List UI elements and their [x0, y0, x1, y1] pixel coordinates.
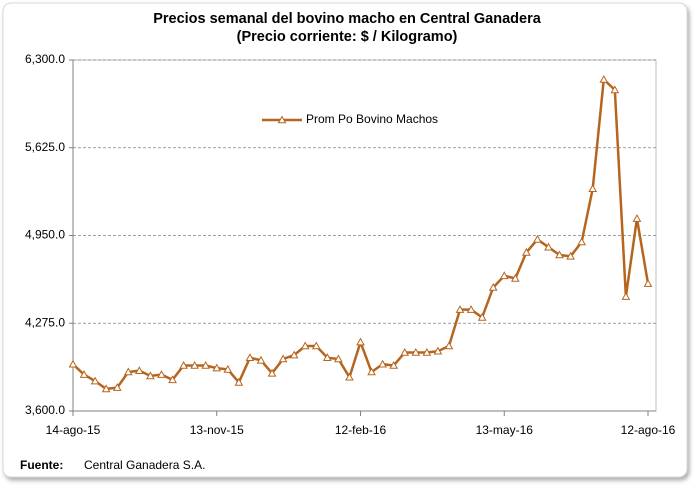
- point-marker: [267, 368, 277, 377]
- point-marker: [544, 242, 553, 251]
- point-marker: [588, 184, 598, 192]
- point-marker: [433, 346, 443, 355]
- chart-frame: [2, 2, 688, 478]
- x-tick-label: 13-may-16: [476, 423, 534, 437]
- point-marker: [112, 383, 122, 391]
- point-marker: [533, 234, 542, 243]
- point-marker: [90, 376, 100, 385]
- legend-marker: [277, 115, 287, 124]
- point-marker: [278, 354, 288, 363]
- point-marker: [168, 375, 177, 384]
- point-marker: [356, 337, 365, 346]
- point-marker: [477, 312, 487, 321]
- point-marker: [134, 366, 144, 374]
- point-marker: [632, 214, 642, 222]
- point-marker: [334, 354, 343, 363]
- y-tick-label: 4,950.0: [25, 228, 65, 242]
- point-marker: [621, 292, 631, 300]
- x-tick-label: 12-feb-16: [335, 423, 387, 437]
- point-marker: [300, 341, 310, 350]
- point-marker: [345, 372, 354, 381]
- point-marker: [444, 341, 454, 350]
- point-marker: [311, 341, 321, 350]
- x-tick-label: 13-nov-15: [190, 423, 244, 437]
- point-marker: [212, 363, 222, 372]
- y-tick-label: 5,625.0: [25, 140, 65, 154]
- source-label: Fuente:: [20, 458, 63, 472]
- point-marker: [555, 250, 564, 259]
- point-marker: [201, 360, 211, 369]
- point-marker: [146, 371, 155, 380]
- point-marker: [566, 251, 575, 260]
- point-marker: [68, 359, 78, 368]
- chart-subtitle: (Precio corriente: $ / Kilogramo): [237, 29, 458, 45]
- point-marker: [455, 305, 465, 313]
- point-marker: [643, 279, 653, 287]
- y-tick-label: 6,300.0: [25, 52, 65, 66]
- chart-title: Precios semanal del bovino macho en Cent…: [153, 11, 542, 27]
- x-tick-label: 14-ago-15: [46, 423, 101, 437]
- point-marker: [488, 282, 498, 291]
- point-marker: [389, 360, 399, 369]
- legend-label: Prom Po Bovino Machos: [306, 112, 438, 126]
- point-marker: [577, 237, 587, 246]
- point-marker: [101, 384, 111, 393]
- point-marker: [190, 360, 199, 369]
- point-marker: [123, 367, 133, 376]
- point-marker: [157, 370, 166, 378]
- point-marker: [466, 305, 476, 313]
- point-marker: [610, 85, 620, 94]
- point-marker: [400, 347, 410, 356]
- point-marker: [79, 370, 89, 378]
- y-tick-label: 4,275.0: [25, 315, 65, 329]
- point-marker: [322, 353, 332, 361]
- point-marker: [256, 355, 266, 364]
- point-marker: [289, 350, 299, 359]
- point-marker: [411, 347, 421, 356]
- point-marker: [245, 353, 255, 361]
- point-marker: [223, 364, 233, 373]
- source: Central Ganadera S.A.: [84, 458, 205, 472]
- point-marker: [522, 247, 531, 256]
- y-tick-label: 3,600.0: [25, 403, 65, 417]
- point-marker: [179, 360, 188, 369]
- point-marker: [367, 367, 376, 376]
- point-marker: [422, 347, 432, 356]
- point-marker: [499, 271, 509, 280]
- point-marker: [378, 359, 387, 368]
- point-marker: [234, 377, 244, 386]
- point-marker: [599, 74, 609, 83]
- x-tick-label: 12-ago-16: [621, 423, 676, 437]
- point-marker: [510, 273, 520, 282]
